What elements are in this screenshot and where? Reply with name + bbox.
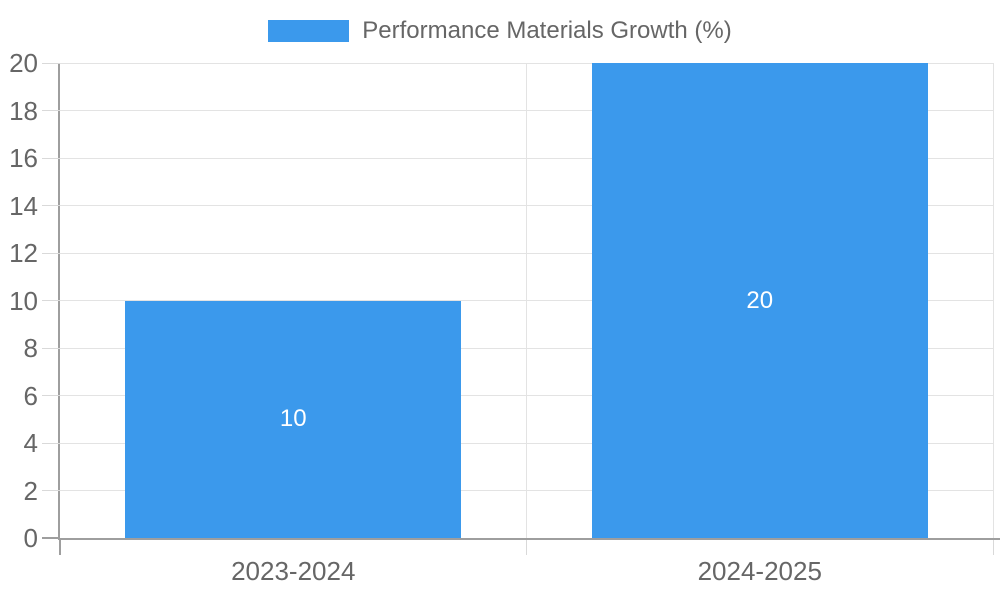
y-axis-tick-label: 4 — [23, 428, 38, 458]
y-tick-mark — [42, 110, 60, 111]
y-tick-mark — [42, 490, 60, 491]
y-axis-tick-label: 18 — [9, 95, 38, 126]
bar-value-label: 20 — [746, 286, 774, 314]
y-tick-mark — [42, 347, 60, 349]
x-axis-category-label: 2023-2024 — [231, 556, 356, 586]
x-tick-mark — [59, 540, 61, 555]
legend-swatch — [268, 20, 350, 42]
y-axis-tick-label: 12 — [9, 238, 38, 268]
y-axis-tick-label: 6 — [23, 380, 38, 411]
x-gridline — [526, 63, 527, 538]
y-axis-tick-label: 14 — [9, 190, 38, 221]
bar-value-label: 10 — [279, 405, 307, 433]
y-tick-mark — [42, 157, 60, 159]
chart-legend-item[interactable]: Performance Materials Growth (%) — [0, 17, 1000, 45]
x-axis-category-label: 2024-2025 — [697, 556, 822, 586]
y-tick-mark — [42, 300, 60, 301]
y-axis-tick-label: 2 — [23, 475, 38, 506]
legend-label: Performance Materials Growth (%) — [362, 17, 732, 44]
y-axis-tick-label: 8 — [23, 333, 38, 363]
x-axis-line — [58, 538, 1000, 540]
x-tick-mark — [992, 540, 994, 555]
y-axis-tick-label: 16 — [9, 143, 38, 173]
bar-2023-2024[interactable] — [125, 300, 462, 538]
x-tick-mark — [526, 540, 527, 555]
y-tick-mark — [42, 252, 60, 254]
y-tick-mark — [42, 442, 60, 444]
x-gridline — [992, 63, 994, 538]
y-tick-mark — [42, 62, 60, 64]
bar-2024-2025[interactable] — [591, 63, 928, 538]
y-tick-mark — [42, 205, 60, 206]
y-axis-tick-label: 0 — [23, 523, 38, 553]
y-axis-tick-label: 20 — [9, 48, 38, 78]
plot-area: 10 20 — [60, 62, 994, 538]
y-tick-mark — [42, 537, 60, 539]
y-tick-mark — [42, 395, 60, 396]
y-axis-tick-label: 10 — [9, 285, 38, 316]
